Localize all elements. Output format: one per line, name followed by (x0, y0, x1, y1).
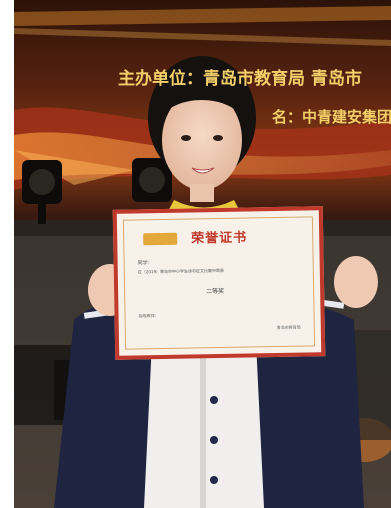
photo: 主办单位：青岛市教育局 青岛市 名：中青建安集团 荣誉证书 同学： 在（2019… (14, 0, 391, 508)
stage-light-left (22, 160, 62, 224)
stage-light-right (132, 158, 172, 202)
certificate: 荣誉证书 同学： 在（2019）青岛市中小学生读书征文比赛中荣获 二等奖 指导教… (112, 206, 326, 360)
certificate-footer-left: 指导教师： (138, 313, 159, 319)
face (162, 90, 242, 190)
banner-line-2: 名：中青建安集团 (272, 108, 391, 126)
certificate-badge (143, 232, 178, 246)
certificate-award: 二等奖 (206, 287, 225, 296)
certificate-recipient: 同学： (137, 260, 153, 267)
certificate-heading: 荣誉证书 (191, 230, 248, 247)
right-hand (334, 256, 378, 308)
certificate-footer-right: 青岛市教育局 (276, 324, 301, 330)
banner-line-1: 主办单位：青岛市教育局 青岛市 (118, 69, 362, 89)
